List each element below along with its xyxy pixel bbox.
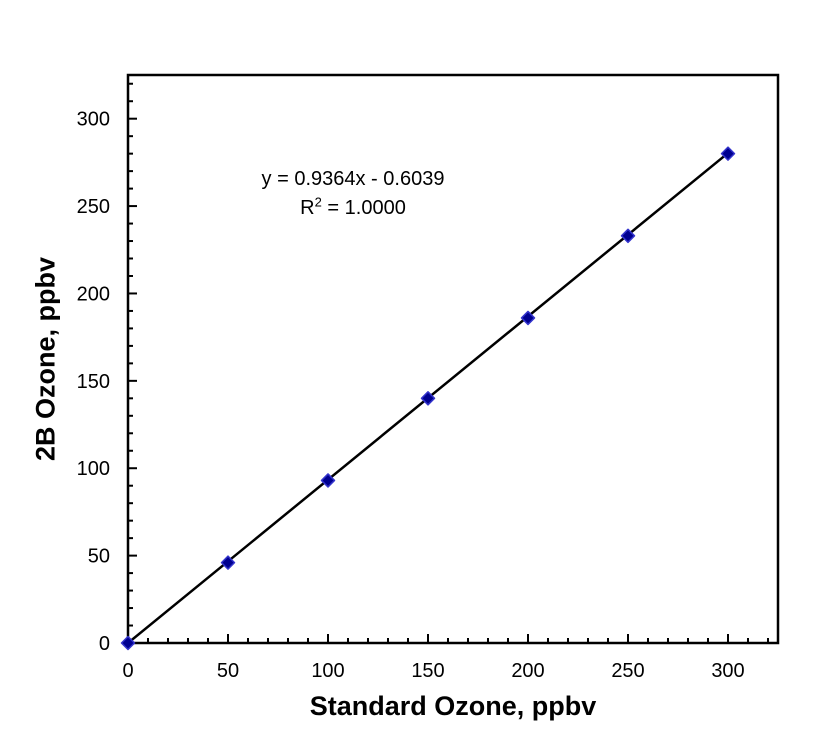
x-tick-label: 50: [217, 660, 239, 682]
r-squared-rest: = 1.0000: [321, 197, 406, 219]
trendline-equation: y = 0.9364x - 0.6039: [261, 168, 445, 190]
y-axis-title: 2B Ozone, ppbv: [30, 256, 61, 462]
data-point: [320, 473, 336, 488]
plot-frame: [126, 73, 780, 645]
data-point: [520, 310, 536, 326]
y-tick-label: 100: [77, 458, 110, 480]
y-tick-label: 200: [77, 283, 110, 305]
y-tick-label: 300: [77, 109, 110, 131]
x-tick-label: 300: [711, 660, 744, 682]
x-tick-label: 0: [122, 660, 133, 682]
r-squared-base: R: [300, 197, 315, 219]
r-squared-line: R2 = 1.0000: [233, 194, 473, 223]
trendline-annotation: y = 0.9364x - 0.6039 R2 = 1.0000: [233, 165, 473, 223]
y-tick-label: 0: [99, 633, 110, 655]
x-axis-title: Standard Ozone, ppbv: [309, 691, 597, 721]
r-squared-sup: 2: [314, 194, 322, 210]
data-point: [220, 555, 236, 570]
data-point: [620, 228, 636, 244]
x-tick-label: 250: [611, 660, 644, 682]
x-tick-label: 150: [411, 660, 444, 682]
data-point: [120, 635, 136, 651]
data-point: [420, 391, 436, 406]
x-tick-label: 200: [511, 660, 544, 682]
y-tick-label: 150: [77, 371, 110, 393]
y-tick-label: 50: [88, 546, 110, 568]
x-tick-label: 100: [311, 660, 344, 682]
y-tick-label: 250: [77, 196, 110, 218]
data-point: [720, 146, 736, 161]
